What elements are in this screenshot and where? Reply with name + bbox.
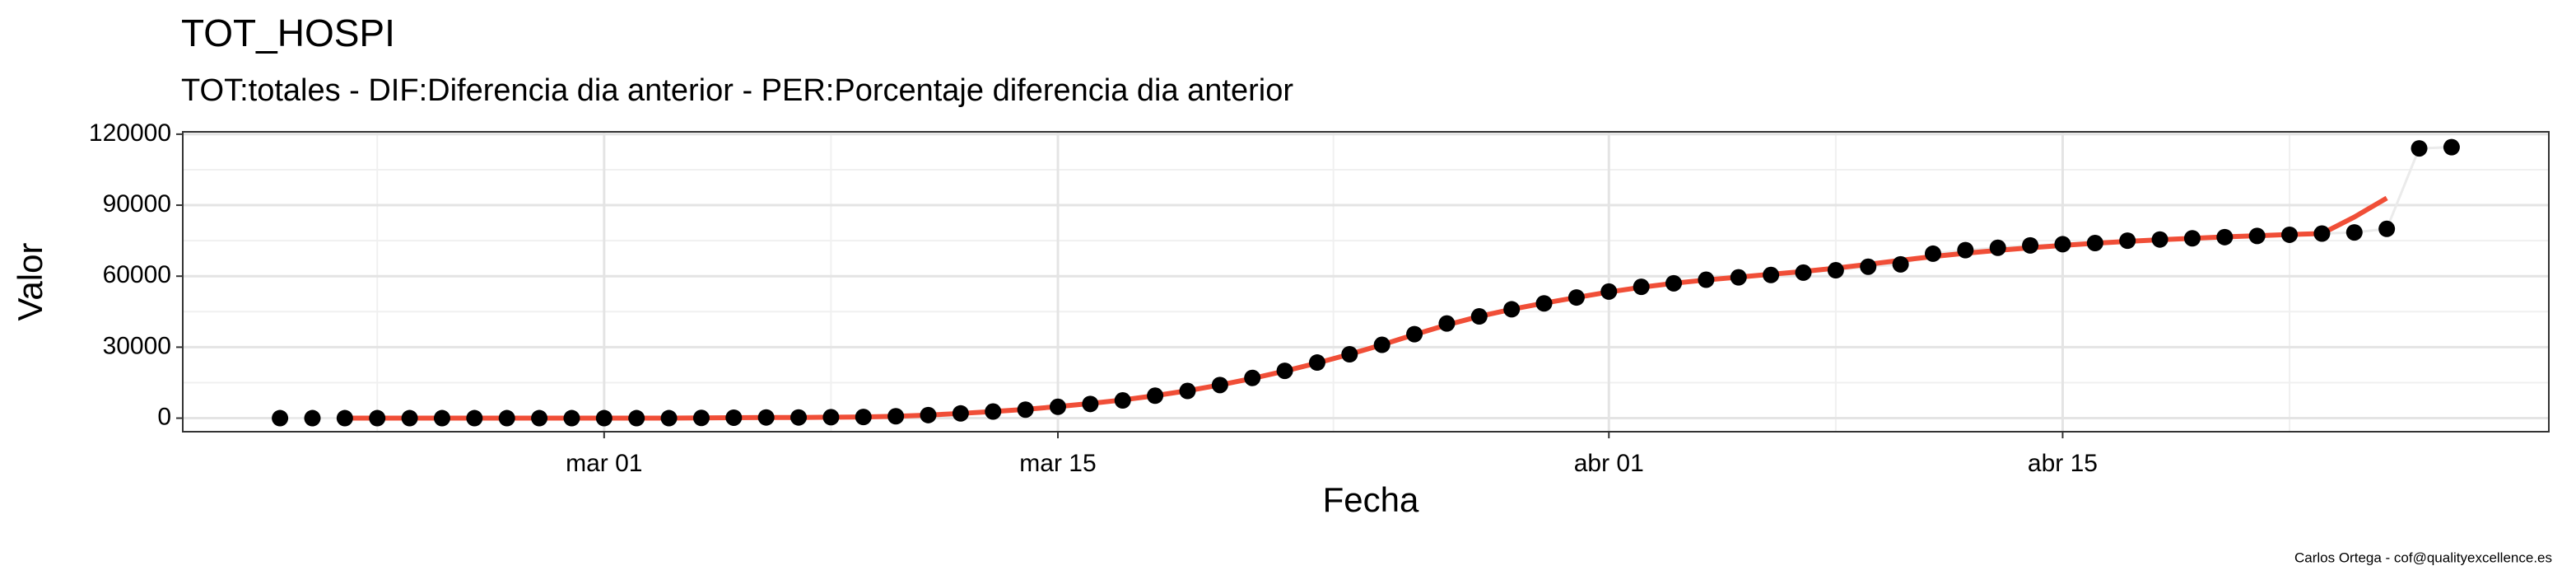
- trend-line: [344, 195, 2388, 421]
- point: [531, 409, 548, 427]
- point: [1179, 382, 1196, 400]
- point: [1633, 278, 1650, 296]
- point: [1600, 283, 1618, 300]
- point: [822, 409, 840, 426]
- point: [2443, 138, 2460, 156]
- point: [2183, 230, 2201, 247]
- point: [1567, 289, 1585, 306]
- point: [1730, 269, 1747, 286]
- point: [1147, 387, 1164, 405]
- point: [433, 409, 450, 427]
- point: [692, 409, 710, 427]
- point: [757, 409, 775, 426]
- point: [2345, 224, 2363, 241]
- point: [1665, 274, 1683, 292]
- point: [1082, 395, 1099, 413]
- x-axis-label: Fecha: [1323, 480, 1419, 519]
- point: [1114, 392, 1131, 409]
- point: [498, 409, 515, 427]
- point: [2151, 231, 2168, 248]
- point: [1503, 301, 1521, 318]
- point: [1211, 377, 1228, 394]
- caption: Carlos Ortega - cof@qualityexcellence.es: [2294, 550, 2552, 565]
- point: [1308, 354, 1325, 372]
- point: [1438, 315, 1456, 332]
- point: [725, 409, 743, 426]
- point: [2378, 220, 2396, 237]
- point: [1406, 325, 1423, 343]
- point: [2281, 226, 2299, 243]
- point: [1860, 258, 1877, 275]
- y-axis-label: Valor: [11, 243, 49, 321]
- y-tick-label: 0: [157, 403, 171, 430]
- point: [272, 409, 289, 427]
- point: [466, 409, 483, 427]
- y-tick-label: 60000: [103, 261, 171, 288]
- point: [887, 408, 905, 425]
- point: [1763, 266, 1780, 283]
- y-tick-label: 120000: [89, 119, 171, 147]
- point: [920, 406, 937, 423]
- point: [2216, 228, 2234, 246]
- point: [628, 409, 645, 427]
- point: [401, 409, 418, 427]
- point: [2411, 140, 2428, 157]
- point: [660, 409, 678, 427]
- point: [304, 409, 321, 427]
- point: [1470, 308, 1488, 325]
- y-tick-label: 30000: [103, 332, 171, 359]
- point: [1373, 336, 1390, 353]
- point: [1535, 295, 1553, 312]
- point: [1795, 264, 1812, 281]
- point: [2054, 236, 2071, 253]
- point: [1341, 346, 1358, 363]
- point: [595, 409, 613, 427]
- point: [1276, 362, 1293, 380]
- point: [2022, 236, 2039, 254]
- point: [369, 409, 386, 427]
- point: [2119, 232, 2136, 250]
- x-tick-label: abr 01: [1574, 450, 1644, 477]
- point: [855, 409, 872, 426]
- point: [2313, 225, 2331, 242]
- point: [1989, 239, 2006, 256]
- point: [336, 409, 353, 427]
- x-tick-label: mar 15: [1019, 450, 1096, 477]
- point: [1924, 245, 1941, 262]
- point: [1244, 369, 1261, 386]
- point: [985, 403, 1002, 420]
- point: [563, 409, 580, 427]
- panel-border: [182, 131, 2550, 433]
- point: [952, 405, 969, 422]
- point: [1049, 398, 1066, 415]
- chart-subtitle: TOT:totales - DIF:Diferencia dia anterio…: [181, 73, 1293, 108]
- point: [790, 409, 808, 426]
- point: [1017, 401, 1034, 419]
- point: [1957, 241, 1974, 259]
- x-tick-label: mar 01: [566, 450, 642, 477]
- point: [1827, 262, 1844, 279]
- point: [2248, 227, 2266, 245]
- chart-title: TOT_HOSPI: [181, 12, 395, 54]
- x-tick-label: abr 15: [2028, 450, 2098, 477]
- point: [2086, 235, 2103, 252]
- point: [1892, 255, 1909, 273]
- y-tick-label: 90000: [103, 190, 171, 218]
- point: [1698, 271, 1715, 288]
